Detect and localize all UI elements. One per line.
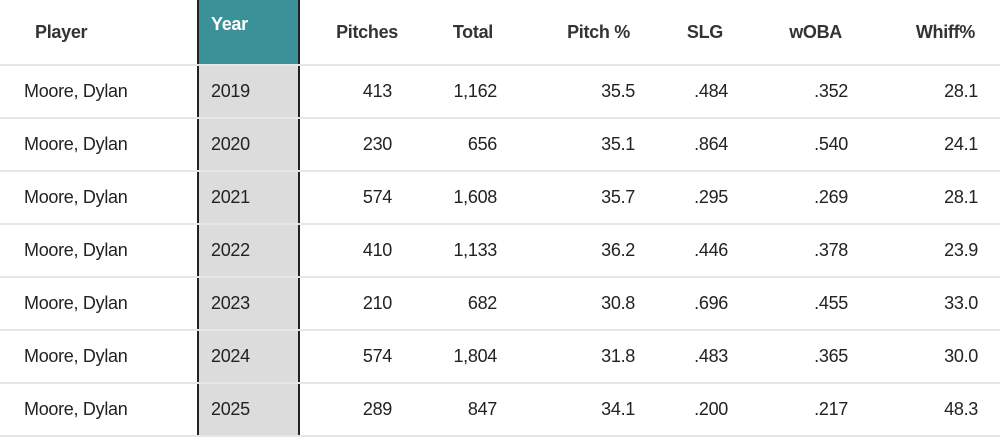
table-cell: Moore, Dylan [0, 383, 198, 437]
table-cell: 35.5 [505, 65, 643, 119]
table-cell: 1,133 [400, 224, 505, 278]
table-cell: 574 [299, 171, 400, 225]
column-header[interactable]: Pitches [299, 0, 400, 66]
table-cell: 48.3 [856, 383, 1000, 437]
table-cell: Moore, Dylan [0, 171, 198, 225]
table-cell: 2025 [197, 383, 300, 437]
table-cell: 210 [299, 277, 400, 331]
column-header[interactable]: Pitch % [505, 0, 643, 66]
table-cell: 30.8 [505, 277, 643, 331]
table-body: Moore, Dylan 2019 413 1,162 35.5.484.352 28.1… [0, 65, 1000, 437]
table-cell: .455 [736, 277, 856, 331]
table-cell: 413 [299, 65, 400, 119]
table-cell: 2021 [197, 171, 300, 225]
table-cell: .483 [643, 330, 736, 384]
table-cell: .864 [643, 118, 736, 172]
table-cell: Moore, Dylan [0, 277, 198, 331]
table-row: Moore, Dylan 2022 410 1,133 36.2.446.378 23.9 [0, 224, 1000, 278]
table-cell: 289 [299, 383, 400, 437]
table-cell: 23.9 [856, 224, 1000, 278]
table-cell: .352 [736, 65, 856, 119]
table-cell: 28.1 [856, 65, 1000, 119]
table-row: Moore, Dylan 2025 289 847 34.1.200.217 48.3 [0, 383, 1000, 437]
table-row: Moore, Dylan 2019 413 1,162 35.5.484.352 28.1 [0, 65, 1000, 119]
column-header[interactable]: Year [197, 0, 300, 66]
table-cell: .217 [736, 383, 856, 437]
table-cell: 1,608 [400, 171, 505, 225]
table-cell: .696 [643, 277, 736, 331]
header-row: Player Year Pitches Total Pitch % SLG wOBA Whif… [0, 0, 1000, 66]
table-cell: 30.0 [856, 330, 1000, 384]
table-row: Moore, Dylan 2021 574 1,608 35.7.295.269 28.1 [0, 171, 1000, 225]
table-cell: 2020 [197, 118, 300, 172]
column-header[interactable]: SLG [643, 0, 736, 66]
table-row: Moore, Dylan 2020 230 656 35.1.864.540 24.1 [0, 118, 1000, 172]
table-cell: .295 [643, 171, 736, 225]
table-cell: 2022 [197, 224, 300, 278]
table-row: Moore, Dylan 2024 574 1,804 31.8.483.365 30.0 [0, 330, 1000, 384]
table-cell: .484 [643, 65, 736, 119]
table-cell: .200 [643, 383, 736, 437]
table-cell: 35.1 [505, 118, 643, 172]
column-header[interactable]: Player [0, 0, 198, 66]
table-cell: 230 [299, 118, 400, 172]
table-cell: .269 [736, 171, 856, 225]
table-cell: 682 [400, 277, 505, 331]
table-cell: 2023 [197, 277, 300, 331]
table-cell: 574 [299, 330, 400, 384]
table-cell: 34.1 [505, 383, 643, 437]
table-cell: 28.1 [856, 171, 1000, 225]
table-cell: 1,162 [400, 65, 505, 119]
column-header[interactable]: Total [400, 0, 505, 66]
column-header[interactable]: Whiff% [856, 0, 1000, 66]
table-cell: .446 [643, 224, 736, 278]
column-header[interactable]: wOBA [736, 0, 856, 66]
table-cell: Moore, Dylan [0, 330, 198, 384]
table-row: Moore, Dylan 2023 210 682 30.8.696.455 33.0 [0, 277, 1000, 331]
table-cell: Moore, Dylan [0, 224, 198, 278]
table-cell: 1,804 [400, 330, 505, 384]
table-cell: 24.1 [856, 118, 1000, 172]
table-cell: .540 [736, 118, 856, 172]
table-cell: 847 [400, 383, 505, 437]
table-cell: 31.8 [505, 330, 643, 384]
table-cell: 2024 [197, 330, 300, 384]
table-cell: .365 [736, 330, 856, 384]
table-cell: 33.0 [856, 277, 1000, 331]
table-cell: 410 [299, 224, 400, 278]
table-cell: Moore, Dylan [0, 118, 198, 172]
table-cell: .378 [736, 224, 856, 278]
table-cell: 656 [400, 118, 505, 172]
table-cell: 36.2 [505, 224, 643, 278]
table-cell: 35.7 [505, 171, 643, 225]
table-cell: Moore, Dylan [0, 65, 198, 119]
table-cell: 2019 [197, 65, 300, 119]
